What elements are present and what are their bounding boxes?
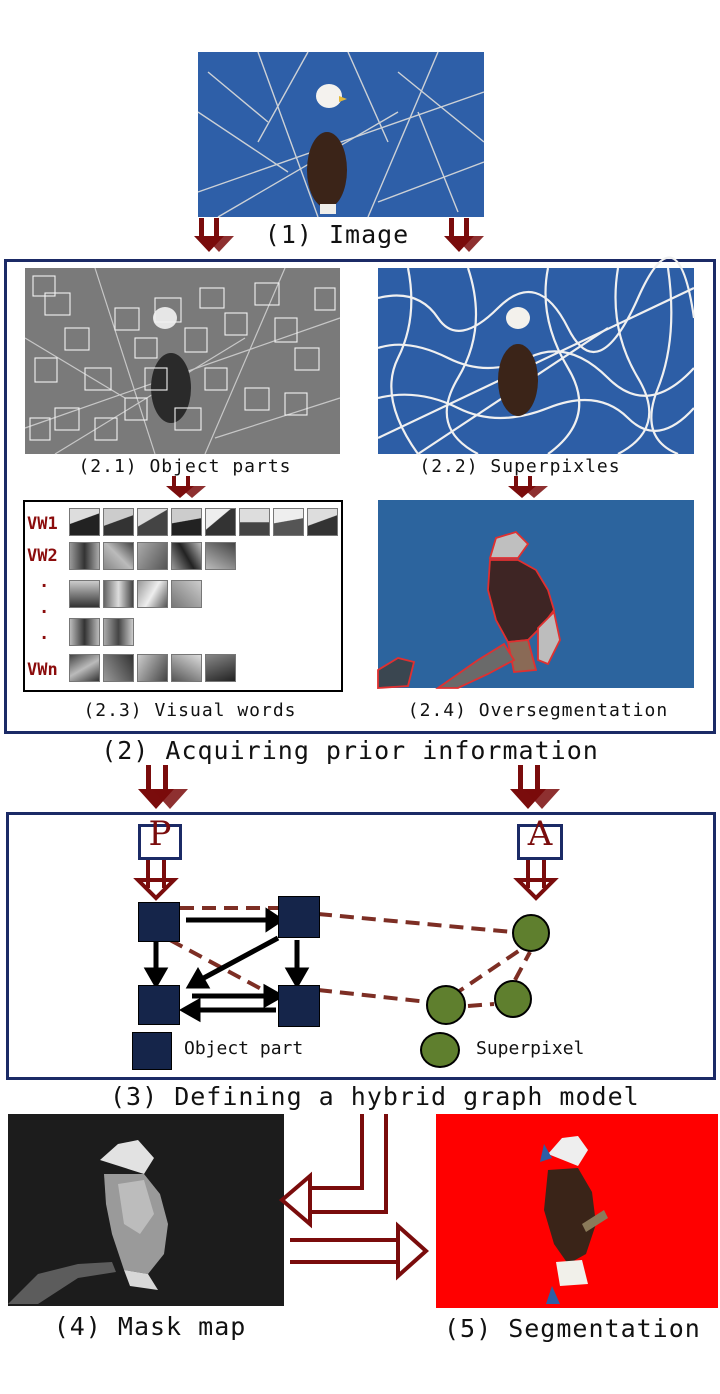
visual-word-label: . (39, 598, 50, 618)
step-3-caption: (3) Defining a hybrid graph model (110, 1082, 640, 1111)
double-arrow-down-icon (138, 765, 188, 809)
visual-word-thumbnail (171, 508, 202, 536)
visual-word-thumbnail (205, 542, 236, 570)
segmentation-image (436, 1114, 718, 1308)
visual-word-label: . (39, 624, 50, 644)
p-label: P (148, 814, 172, 854)
object-parts-image (24, 267, 341, 455)
double-arrow-down-icon (508, 476, 548, 498)
visual-word-thumbnail (103, 542, 134, 570)
visual-word-thumbnail (137, 580, 168, 608)
visual-word-thumbnail (273, 508, 304, 536)
object-part-node (138, 902, 180, 942)
step-2-caption: (2) Acquiring prior information (101, 736, 599, 765)
legend-superpixel-icon (420, 1032, 460, 1068)
superpixel-node (494, 980, 532, 1018)
visual-word-thumbnail (103, 508, 134, 536)
step-4-caption: (4) Mask map (53, 1312, 247, 1341)
legend-object-part-icon (132, 1032, 172, 1070)
object-part-node (278, 985, 320, 1027)
visual-word-thumbnail (103, 618, 134, 646)
superpixel-node (426, 985, 466, 1025)
legend-object-part-label: Object part (184, 1038, 304, 1059)
step-1-caption: (1) Image (264, 220, 410, 249)
eagle-photo (197, 51, 485, 218)
double-arrow-down-icon (510, 765, 560, 809)
double-arrow-down-icon (194, 218, 234, 252)
visual-word-thumbnail (137, 542, 168, 570)
hybrid-graph-frame (6, 812, 716, 1080)
visual-word-thumbnail (307, 508, 338, 536)
a-label: A (527, 814, 553, 854)
prior-info-frame (4, 259, 716, 734)
mask-map-image (8, 1114, 284, 1306)
superpixels-image (377, 256, 696, 456)
visual-words-panel: VW1 VW2 . . . VWn (23, 500, 343, 692)
object-part-node (138, 985, 180, 1025)
visual-word-thumbnail (69, 580, 100, 608)
visual-word-thumbnail (205, 654, 236, 682)
double-arrow-down-icon (444, 218, 484, 252)
double-arrow-down-icon (166, 476, 206, 498)
superpixel-node (512, 914, 550, 952)
visual-word-label: VW2 (27, 546, 58, 566)
substep-2-4-caption: (2.4) Oversegmentation (407, 700, 669, 721)
visual-word-thumbnail (239, 508, 270, 536)
legend-superpixel-label: Superpixel (476, 1038, 585, 1059)
visual-word-thumbnail (69, 542, 100, 570)
visual-word-label: . (39, 572, 50, 592)
a-box (517, 824, 563, 860)
visual-word-label: VW1 (27, 514, 58, 534)
visual-word-thumbnail (171, 654, 202, 682)
visual-word-thumbnail (69, 618, 100, 646)
p-box (138, 824, 182, 860)
visual-word-thumbnail (103, 580, 134, 608)
visual-word-thumbnail (137, 654, 168, 682)
step-5-caption: (5) Segmentation (444, 1314, 701, 1343)
object-part-node (278, 896, 320, 938)
visual-word-thumbnail (205, 508, 236, 536)
oversegmentation-image (377, 500, 694, 689)
substep-2-3-caption: (2.3) Visual words (83, 700, 297, 721)
substep-2-1-caption: (2.1) Object parts (78, 456, 292, 477)
visual-word-thumbnail (103, 654, 134, 682)
visual-word-thumbnail (171, 580, 202, 608)
visual-word-thumbnail (137, 508, 168, 536)
visual-word-thumbnail (69, 654, 100, 682)
visual-word-thumbnail (69, 508, 100, 536)
visual-word-thumbnail (171, 542, 202, 570)
substep-2-2-caption: (2.2) Superpixles (419, 456, 621, 477)
visual-word-label: VWn (27, 660, 58, 680)
